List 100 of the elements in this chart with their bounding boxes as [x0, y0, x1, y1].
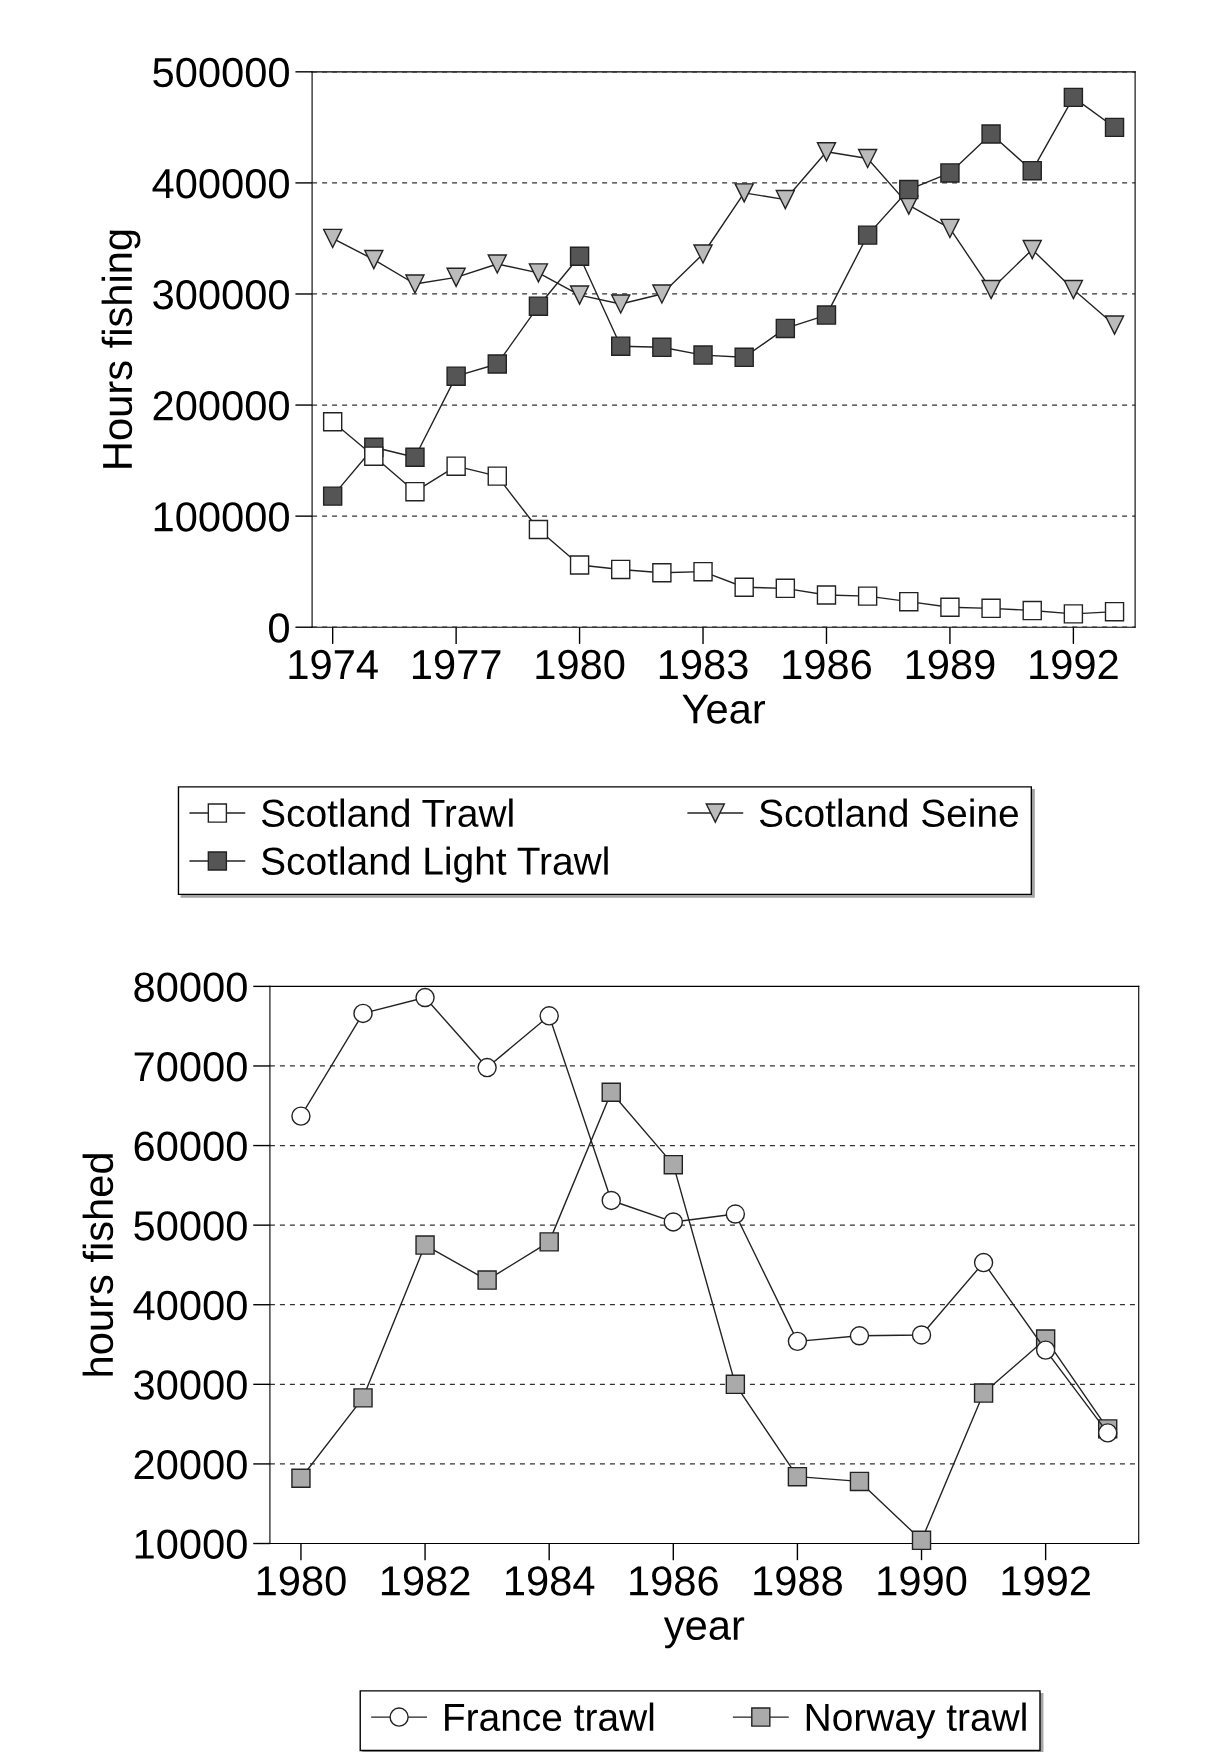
- x-tick-label: 1990: [878, 1566, 967, 1596]
- y-tick-label: 100000: [154, 502, 289, 532]
- x-axis-title: Year: [682, 694, 766, 724]
- point: [899, 179, 919, 200]
- point: [569, 555, 590, 575]
- legend-label: Norway trawl: [806, 1702, 1026, 1739]
- point: [693, 561, 713, 582]
- point: [539, 1006, 559, 1026]
- point: [446, 267, 466, 288]
- point: [353, 1003, 373, 1024]
- point: [1104, 315, 1125, 335]
- point: [569, 285, 590, 305]
- point: [364, 249, 384, 270]
- point: [857, 225, 878, 245]
- point: [322, 486, 343, 506]
- point: [539, 1232, 559, 1252]
- point: [899, 591, 919, 612]
- y-tick-label: 200000: [153, 391, 289, 421]
- x-tick-label: 1988: [754, 1566, 842, 1596]
- point: [291, 1468, 311, 1488]
- y-tick-label: 0: [269, 613, 289, 643]
- point: [816, 142, 837, 162]
- legend-label: Scotland Seine: [759, 798, 1018, 828]
- legend-label: Scotland Light Trawl: [261, 846, 608, 883]
- point: [487, 354, 507, 374]
- point: [981, 598, 1001, 619]
- point: [1022, 160, 1042, 181]
- y-tick-label: 60000: [134, 1131, 247, 1162]
- legend-label: France trawl: [445, 1702, 654, 1732]
- point: [322, 412, 343, 432]
- x-tick-label: 1980: [257, 1566, 346, 1596]
- x-tick-label: 1992: [1030, 649, 1118, 680]
- y-axis-title: Hours fishing: [101, 230, 141, 468]
- point: [446, 366, 466, 386]
- x-tick-label: 1977: [412, 649, 501, 680]
- x-tick-label: 1992: [1002, 1566, 1090, 1596]
- point: [775, 189, 796, 210]
- y-tick-label: 300000: [153, 279, 289, 310]
- point: [725, 1374, 746, 1395]
- point: [663, 1154, 684, 1175]
- legend-label: Scotland Trawl: [261, 798, 513, 828]
- point: [1035, 1340, 1056, 1360]
- point: [528, 263, 549, 283]
- point: [849, 1471, 870, 1492]
- point: [973, 1252, 994, 1273]
- point: [940, 218, 960, 239]
- point: [477, 1057, 497, 1078]
- point: [734, 347, 754, 368]
- y-tick-label: 10000: [135, 1529, 247, 1560]
- x-tick-label: 1980: [536, 649, 625, 680]
- point: [364, 446, 384, 466]
- point: [569, 246, 590, 266]
- point: [528, 519, 549, 540]
- point: [487, 254, 507, 274]
- point: [446, 456, 466, 476]
- point: [1104, 601, 1125, 622]
- point: [405, 481, 425, 502]
- point: [693, 345, 713, 365]
- point: [405, 447, 425, 467]
- point: [775, 578, 796, 599]
- y-tick-label: 40000: [133, 1290, 247, 1321]
- point: [1063, 87, 1084, 108]
- point: [415, 1235, 435, 1255]
- x-tick-label: 1983: [659, 649, 748, 680]
- point: [857, 586, 878, 606]
- y-tick-label: 50000: [134, 1211, 247, 1241]
- point: [775, 318, 796, 339]
- point: [322, 228, 343, 249]
- point: [911, 1530, 932, 1551]
- point: [693, 244, 713, 264]
- point: [940, 163, 960, 183]
- point: [973, 1383, 994, 1403]
- point: [1022, 239, 1042, 260]
- x-tick-label: 1982: [381, 1566, 470, 1596]
- point: [405, 274, 425, 294]
- point: [816, 305, 837, 325]
- point: [725, 1204, 746, 1224]
- x-tick-label: 1974: [289, 649, 378, 680]
- point: [652, 563, 672, 583]
- point: [849, 1326, 870, 1346]
- y-tick-label: 30000: [134, 1370, 247, 1400]
- point: [353, 1388, 373, 1408]
- x-axis-title: year: [663, 1617, 745, 1649]
- x-tick-label: 1984: [506, 1566, 595, 1596]
- point: [816, 585, 837, 605]
- point: [415, 987, 435, 1008]
- point: [528, 296, 549, 316]
- point: [911, 1325, 932, 1345]
- point: [734, 577, 754, 597]
- point: [611, 336, 631, 356]
- point: [981, 124, 1001, 144]
- point: [611, 559, 631, 580]
- point: [787, 1331, 808, 1352]
- point: [787, 1466, 808, 1487]
- y-axis-title: hours fished: [82, 1154, 114, 1376]
- x-tick-label: 1989: [906, 649, 995, 680]
- y-tick-label: 80000: [134, 972, 247, 1002]
- y-tick-label: 400000: [152, 168, 289, 199]
- point: [652, 284, 672, 304]
- point: [601, 1082, 621, 1102]
